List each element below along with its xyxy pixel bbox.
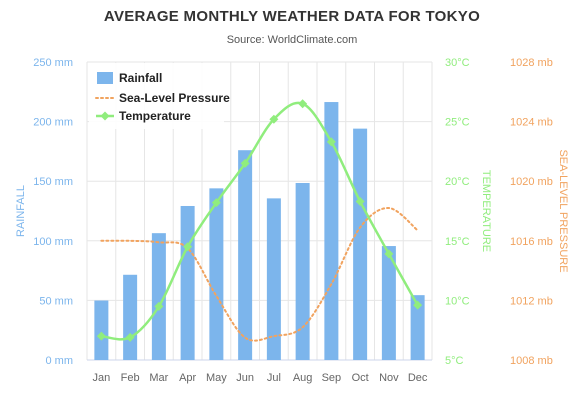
chart-title: AVERAGE MONTHLY WEATHER DATA FOR TOKYO: [103, 8, 481, 25]
left-axis-tick-label: 250 mm: [33, 57, 73, 69]
temperature-axis-tick-label: 15°C: [445, 236, 470, 248]
temperature-point: [326, 137, 336, 147]
temperature-axis-tick-label: 25°C: [445, 117, 470, 129]
x-axis-tick-label: Sep: [322, 372, 342, 384]
rainfall-bar: [94, 300, 109, 360]
legend-temperature-label: Temperature: [119, 109, 191, 123]
temperature-point: [211, 198, 221, 208]
temperature-point: [240, 158, 250, 168]
x-axis-tick-label: Jun: [236, 372, 254, 384]
temperature-point: [384, 249, 394, 259]
x-axis-tick-label: May: [206, 372, 227, 384]
temperature-point: [183, 242, 193, 252]
rainfall-bar: [324, 102, 339, 360]
rainfall-bar: [410, 295, 425, 360]
temperature-point: [413, 300, 423, 310]
legend-rainfall-swatch: [97, 72, 113, 84]
pressure-axis-tick-label: 1012 mb: [510, 295, 553, 307]
temperature-point: [269, 114, 279, 124]
x-axis-tick-label: Dec: [408, 372, 428, 384]
left-axis-tick-label: 50 mm: [39, 295, 73, 307]
rainfall-bar: [353, 128, 368, 360]
pressure-axis-tick-label: 1028 mb: [510, 57, 553, 69]
temperature-point: [298, 99, 308, 109]
legend: Rainfall Sea-Level Pressure Temperature: [89, 63, 230, 129]
left-axis-tick-label: 200 mm: [33, 117, 73, 129]
temperature-axis-tick-label: 30°C: [445, 57, 470, 69]
x-axis-tick-label: Apr: [179, 372, 196, 384]
x-axis-tick-label: Oct: [352, 372, 369, 384]
x-axis-tick-label: Jul: [267, 372, 281, 384]
pressure-axis-title: SEA-LEVEL PRESSURE: [557, 149, 569, 272]
temperature-point: [355, 196, 365, 206]
left-axis-tick-label: 100 mm: [33, 236, 73, 248]
rainfall-bar: [238, 150, 253, 360]
x-axis-tick-label: Feb: [121, 372, 140, 384]
pressure-axis-tick-label: 1020 mb: [510, 176, 553, 188]
rainfall-bar: [123, 274, 138, 360]
rainfall-bar: [381, 246, 396, 360]
pressure-axis-tick-label: 1024 mb: [510, 117, 553, 129]
rainfall-bar: [180, 205, 195, 360]
pressure-axis-tick-label: 1016 mb: [510, 236, 553, 248]
pressure-axis-tick-label: 1008 mb: [510, 355, 553, 367]
rainfall-bar: [209, 188, 224, 360]
rainfall-bar: [295, 182, 310, 360]
temperature-axis-tick-label: 10°C: [445, 295, 470, 307]
pressure-line: [100, 207, 419, 342]
rainfall-bar: [266, 198, 281, 360]
left-axis-tick-label: 150 mm: [33, 176, 73, 188]
temperature-axis-tick-label: 20°C: [445, 176, 470, 188]
temperature-markers: [96, 99, 423, 342]
x-axis-tick-label: Jan: [93, 372, 111, 384]
x-axis-tick-label: Mar: [149, 372, 168, 384]
x-axis-tick-label: Aug: [293, 372, 313, 384]
rainfall-bar: [151, 233, 166, 360]
left-axis-title: RAINFALL: [15, 185, 27, 237]
temperature-point: [96, 331, 106, 341]
legend-pressure-label: Sea-Level Pressure: [119, 91, 230, 105]
temperature-point: [154, 301, 164, 311]
x-axis-tick-label: Nov: [379, 372, 399, 384]
temperature-point: [125, 332, 135, 342]
chart-subtitle: Source: WorldClimate.com: [226, 34, 358, 46]
temperature-axis-title: TEMPERATURE: [480, 170, 492, 252]
temperature-axis-tick-label: 5°C: [445, 355, 464, 367]
legend-temperature-marker: [100, 111, 110, 121]
legend-rainfall-label: Rainfall: [119, 71, 162, 85]
left-axis-tick-label: 0 mm: [46, 355, 74, 367]
